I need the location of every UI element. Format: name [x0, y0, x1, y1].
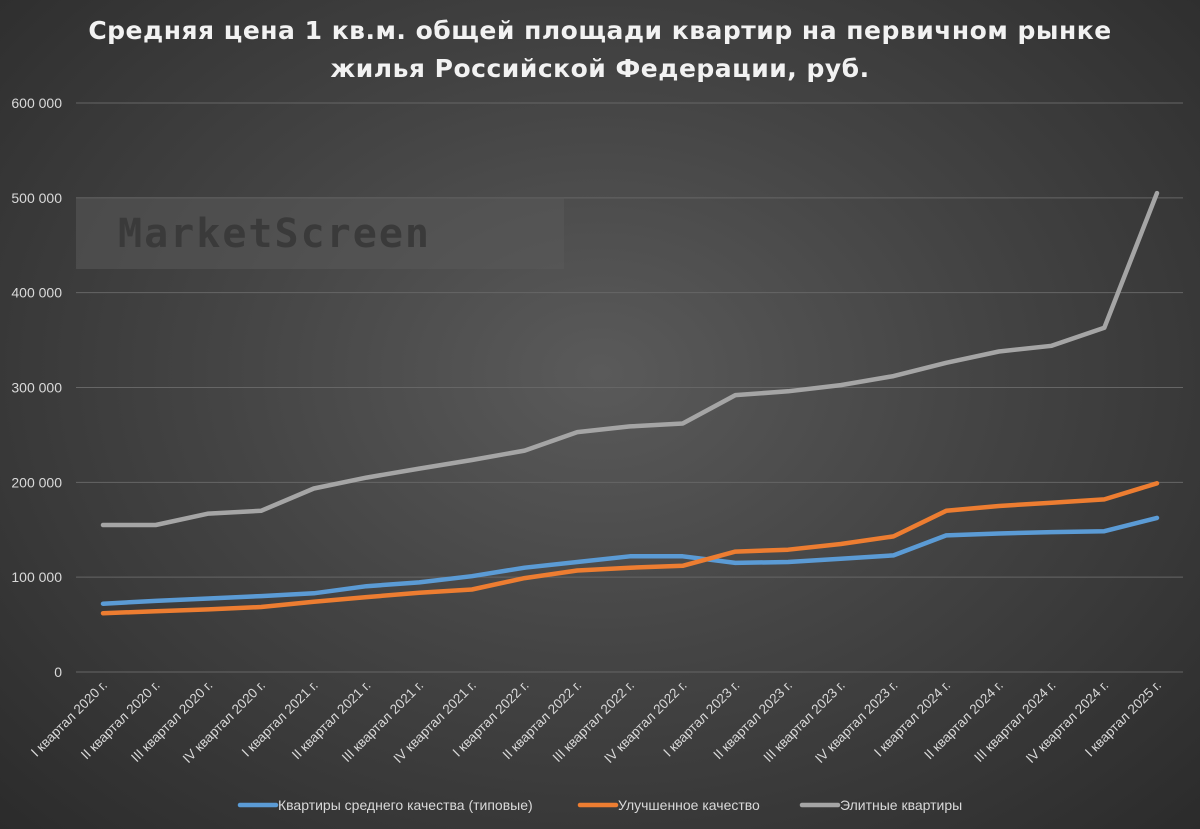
y-tick-label: 100 000	[11, 569, 62, 585]
legend-label: Элитные квартиры	[840, 797, 962, 813]
y-tick-label: 0	[54, 664, 62, 680]
watermark-box	[76, 197, 564, 269]
y-tick-label: 500 000	[11, 190, 62, 206]
series-lines	[100, 190, 1160, 616]
y-axis-ticks: 0 100 000 200 000 300 000 400 000 500 000 600 …	[11, 95, 62, 680]
y-tick-label: 200 000	[11, 474, 62, 490]
chart-title: Средняя цена 1 кв.м. общей площади кварт…	[0, 12, 1200, 88]
y-tick-label: 400 000	[11, 285, 62, 301]
x-axis-ticks: I квартал 2020 г.II квартал 2020 г.III к…	[28, 678, 1164, 766]
chart-title-line-1: Средняя цена 1 кв.м. общей площади кварт…	[88, 16, 1112, 45]
legend: Квартиры среднего качества (типовые) Улуч…	[237, 797, 962, 813]
series-line-2	[100, 481, 1160, 616]
legend-label: Улучшенное качество	[618, 797, 760, 813]
y-tick-label: 300 000	[11, 380, 62, 396]
watermark-text: MarketScreen	[118, 211, 431, 257]
series-line-1	[100, 515, 1160, 606]
gridlines	[76, 102, 1183, 673]
y-tick-label: 600 000	[11, 95, 62, 111]
chart-title-line-2: жилья Российской Федерации, руб.	[330, 54, 870, 83]
legend-label: Квартиры среднего качества (типовые)	[278, 797, 533, 813]
watermark: MarketScreen	[76, 197, 564, 269]
series-line-3	[100, 190, 1160, 528]
